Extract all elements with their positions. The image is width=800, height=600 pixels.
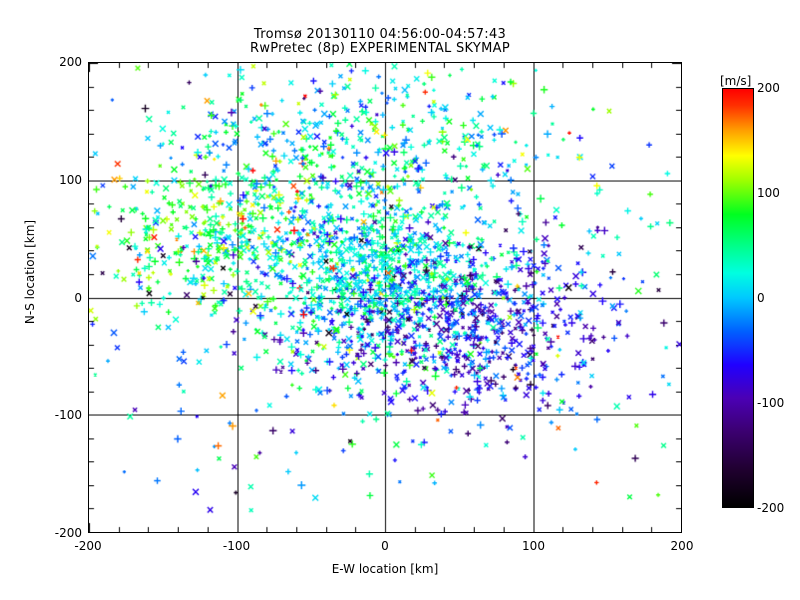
colorbar-tick-label: 100: [757, 186, 780, 200]
colorbar-tick-label: -200: [757, 501, 785, 515]
x-tick-label: -200: [74, 539, 102, 553]
colorbar-unit-label: [m/s]: [720, 74, 752, 88]
colorbar-gradient: [722, 88, 754, 508]
title-line-2: RwPretec (8p) EXPERIMENTAL SKYMAP: [249, 41, 510, 56]
y-tick-label: 100: [59, 172, 82, 187]
x-tick-label: -100: [222, 539, 251, 553]
x-tick-label: 0: [381, 539, 389, 553]
y-tick-label: 200: [59, 55, 82, 69]
figure-title: Tromsø 20130110 04:56:00-04:57:43 RwPret…: [0, 28, 760, 56]
x-axis-title: E-W location [km]: [331, 562, 439, 576]
plot-area: [88, 62, 682, 533]
colorbar-tick-label: -100: [757, 396, 785, 410]
y-tick-label: -200: [54, 526, 82, 540]
x-tick-label: 100: [522, 539, 545, 553]
scatter-plot-canvas: [89, 63, 681, 532]
colorbar-tick-label: 200: [757, 81, 780, 95]
y-tick-label: 0: [74, 290, 82, 305]
y-axis-title: N-S location [km]: [23, 219, 37, 325]
y-tick-label: -100: [54, 408, 82, 423]
title-line-1: Tromsø 20130110 04:56:00-04:57:43: [253, 27, 507, 42]
colorbar-tick-label: 0: [757, 291, 765, 305]
x-tick-label: 200: [670, 539, 694, 553]
